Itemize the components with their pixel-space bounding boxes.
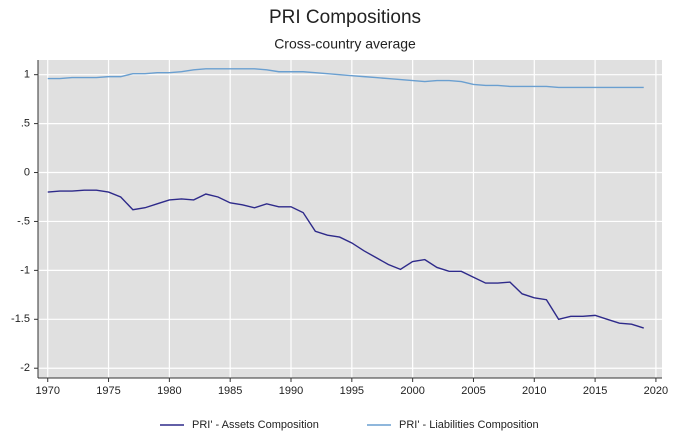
chart-subtitle: Cross-country average bbox=[274, 36, 416, 52]
y-tick-label: 1 bbox=[24, 69, 30, 81]
y-tick-label: .5 bbox=[21, 118, 30, 130]
y-tick-label: 0 bbox=[24, 166, 30, 178]
x-tick-label: 2000 bbox=[400, 385, 424, 397]
y-tick-label: -1 bbox=[20, 264, 30, 276]
x-tick-label: 1995 bbox=[340, 385, 364, 397]
x-tick-label: 2010 bbox=[522, 385, 546, 397]
series-line bbox=[47, 68, 644, 89]
x-tick-label: 1980 bbox=[157, 385, 181, 397]
x-tick-label: 1985 bbox=[218, 385, 242, 397]
x-tick-label: 1970 bbox=[35, 385, 59, 397]
legend-label: PRI' - Assets Composition bbox=[192, 419, 319, 431]
legend-label: PRI' - Liabilities Composition bbox=[399, 419, 539, 431]
x-tick-label: 1990 bbox=[279, 385, 303, 397]
plot-area bbox=[38, 60, 662, 378]
y-tick-label: -.5 bbox=[17, 215, 30, 227]
x-tick-label: 2020 bbox=[644, 385, 668, 397]
x-tick-label: 2005 bbox=[461, 385, 485, 397]
x-tick-label: 1975 bbox=[96, 385, 120, 397]
y-tick-label: -2 bbox=[20, 362, 30, 374]
series-line bbox=[47, 189, 644, 329]
x-tick-label: 2015 bbox=[583, 385, 607, 397]
y-tick-label: -1.5 bbox=[11, 313, 30, 325]
chart-title: PRI Compositions bbox=[269, 7, 421, 28]
